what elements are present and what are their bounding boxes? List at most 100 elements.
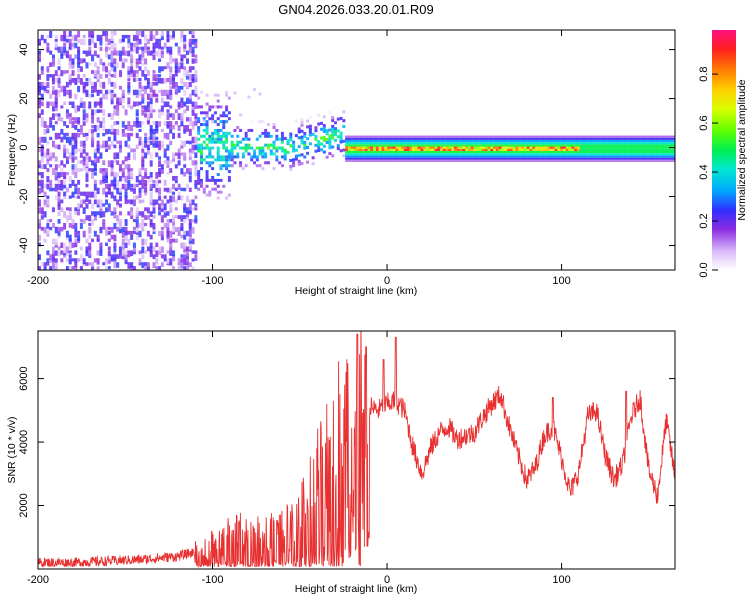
spectrogram-cell <box>202 123 206 127</box>
spectrogram-cell <box>208 164 212 168</box>
spectrogram-cell <box>225 149 229 153</box>
spectrogram-cell <box>487 148 491 151</box>
spectrogram-cell <box>54 164 58 170</box>
spectrogram-cell <box>339 140 343 144</box>
spectrogram-cell <box>292 140 296 144</box>
spectrogram-cell <box>222 164 226 168</box>
spectrogram-cell <box>414 148 418 151</box>
spectrogram-cell <box>535 148 539 151</box>
spectrogram-cell <box>185 105 189 111</box>
spectrogram-cell <box>540 135 544 138</box>
spectrogram-cell <box>370 148 374 151</box>
spectrogram-cell <box>180 101 184 109</box>
spectrogram-cell <box>574 150 578 154</box>
spectrogram-cell <box>498 157 502 160</box>
spectrogram-cell <box>110 54 114 62</box>
spectrogram-cell <box>420 146 424 149</box>
spectrogram-cell <box>507 144 511 147</box>
spectrogram-cell <box>409 146 413 149</box>
spectrogram-cell <box>613 135 617 138</box>
spectrogram-cell <box>110 34 114 41</box>
spectrogram-cell <box>236 143 240 147</box>
spectrogram-cell <box>102 179 106 184</box>
spectrogram-cell <box>102 222 106 230</box>
spectrogram-cell <box>353 148 357 151</box>
spectrogram-cell <box>93 152 97 159</box>
spectrogram-cell <box>565 142 569 145</box>
spectrogram-cell <box>43 81 47 86</box>
spectrogram-cell <box>152 89 156 96</box>
spectrogram-cell <box>618 139 622 143</box>
spectrogram-cell <box>253 155 257 159</box>
spectrogram-cell <box>152 128 156 135</box>
spectrogram-cell <box>77 54 81 60</box>
spectrogram-cell <box>629 150 633 154</box>
spectrogram-cell <box>183 234 187 240</box>
spectrogram-cell <box>40 117 44 123</box>
spectrogram-cell <box>54 262 58 269</box>
spectrogram-cell <box>124 132 128 137</box>
spectrogram-cell <box>269 134 273 138</box>
spectrogram-cell <box>361 148 365 151</box>
spectrogram-cell <box>526 144 530 147</box>
spectrogram-cell <box>509 148 513 151</box>
spectrogram-cell <box>599 139 603 143</box>
spectrogram-cell <box>57 203 61 210</box>
spectrogram-cell <box>624 153 628 156</box>
spectrogram-cell <box>199 178 203 182</box>
spectrogram-cell <box>155 121 159 128</box>
spectrogram-cell <box>484 142 488 145</box>
spectrogram-cell <box>604 159 608 162</box>
spectrogram-cell <box>91 211 95 216</box>
spectrogram-cell <box>199 181 203 185</box>
spectrogram-cell <box>565 135 569 138</box>
spectrogram-cell <box>121 254 125 260</box>
spectrogram-cell <box>169 203 173 211</box>
spectrogram-cell <box>403 144 407 147</box>
spectrogram-cell <box>283 151 287 155</box>
spectrogram-cell <box>177 62 181 66</box>
spectrogram-cell <box>197 149 201 153</box>
spectrogram-cell <box>426 159 430 162</box>
spectrogram-cell <box>641 139 645 143</box>
spectrogram-cell <box>105 266 109 270</box>
spectrogram-cell <box>124 164 128 170</box>
spectrogram-cell <box>596 159 600 162</box>
spectrogram-cell <box>99 242 103 248</box>
spectrogram-cell <box>219 164 223 168</box>
spectrogram-cell <box>632 150 636 154</box>
spectrogram-cell <box>132 199 136 207</box>
spectrogram-cell <box>579 148 583 151</box>
spectrogram-cell <box>350 148 354 151</box>
spectrogram-cell <box>124 156 128 162</box>
spectrogram-cell <box>607 135 611 138</box>
spectrogram-cell <box>417 142 421 145</box>
spectrogram-cell <box>403 135 407 138</box>
spectrogram-cell <box>535 137 539 140</box>
spectrogram-cell <box>88 242 92 250</box>
spectrogram-cell <box>646 148 650 151</box>
spectrogram-cell <box>82 148 86 154</box>
spectrogram-cell <box>124 199 128 205</box>
spectrogram-cell <box>38 179 41 187</box>
spectrogram-cell <box>618 137 622 140</box>
spectrogram-cell <box>373 146 377 149</box>
spectrogram-cell <box>671 155 675 158</box>
spectrogram-cell <box>166 230 170 238</box>
spectrogram-cell <box>540 155 544 158</box>
spectrogram-cell <box>498 135 502 138</box>
spectrogram-cell <box>660 135 664 138</box>
spectrogram-cell <box>113 42 117 49</box>
spectrogram-cell <box>342 119 346 123</box>
spectrogram-cell <box>205 120 209 124</box>
spectrogram-cell <box>526 139 530 143</box>
spectrogram-cell <box>71 78 75 83</box>
spectrogram-cell <box>227 131 231 135</box>
spectrogram-cell <box>613 146 617 149</box>
spectrogram-cell <box>406 146 410 149</box>
spectrogram-cell <box>43 136 47 143</box>
spectrogram-cell <box>532 137 536 140</box>
spectrogram-cell <box>387 135 391 138</box>
spectrogram-cell <box>225 93 229 97</box>
spectrogram-cell <box>141 148 145 153</box>
